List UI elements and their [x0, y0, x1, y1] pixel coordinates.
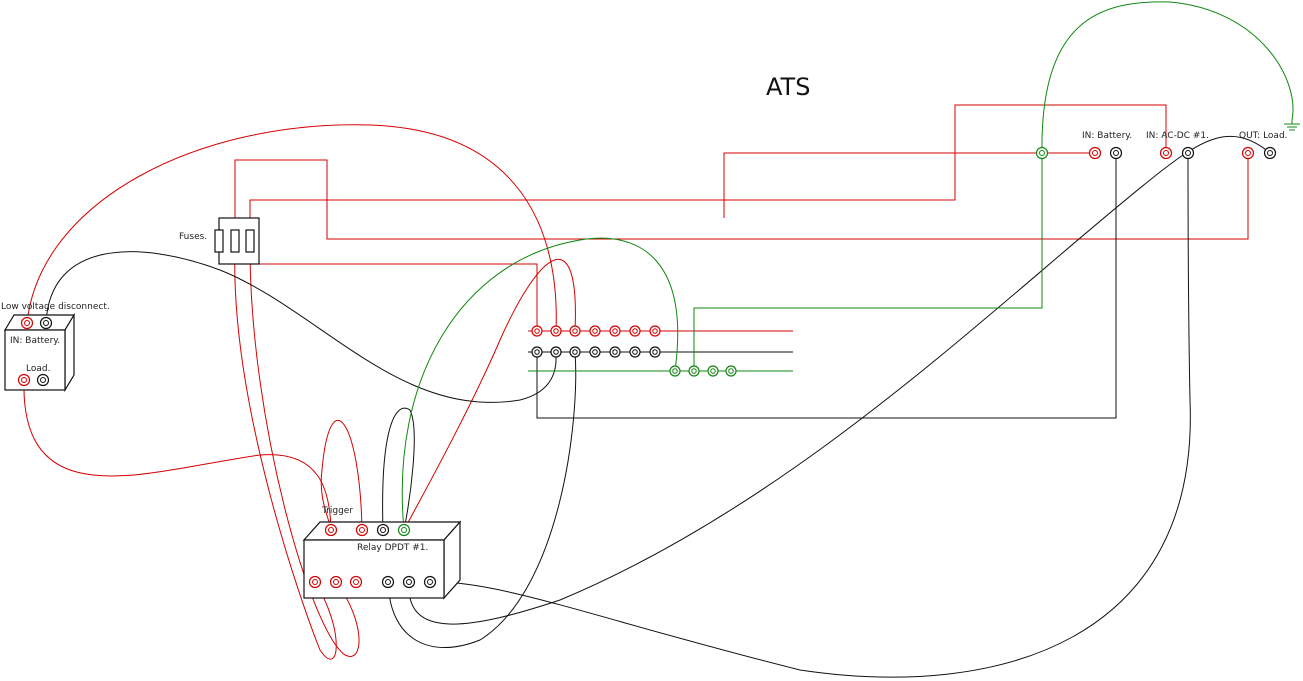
terminal-bus-black-7	[649, 346, 661, 358]
terminal-relay-bottom-6	[423, 575, 437, 589]
terminal-lvd-load-neg	[36, 373, 50, 387]
terminal-bus-red-2	[550, 325, 562, 337]
fuse-1	[214, 229, 224, 253]
terminal-bus-black-5	[609, 346, 621, 358]
label-relay: Relay DPDT #1.	[357, 543, 428, 553]
terminal-ats-load-pos	[1241, 146, 1255, 160]
terminal-bus-red-6	[629, 325, 641, 337]
terminal-bus-red-4	[589, 325, 601, 337]
label-ats-in-battery: IN: Battery.	[1082, 131, 1132, 141]
terminal-relay-top-neg	[376, 523, 390, 537]
wire-fuse2-down	[234, 247, 337, 660]
terminal-relay-trigger-2	[355, 523, 369, 537]
terminal-relay-bottom-1	[308, 575, 322, 589]
fuse-block	[214, 217, 260, 265]
wire-relay-neg-loop	[382, 407, 415, 531]
fuse-2	[230, 229, 240, 253]
ground-icon	[1284, 120, 1300, 131]
terminal-bus-red-1	[531, 325, 543, 337]
terminal-ats-battery-neg	[1109, 146, 1123, 160]
wire-relay-to-acdc	[408, 136, 1271, 625]
wire-lvd-neg	[45, 251, 557, 403]
wire-fuse1	[218, 232, 538, 331]
terminal-bus-ground-3	[707, 365, 719, 377]
terminal-bus-red-3	[569, 325, 581, 337]
wire-relay-bottom-neg	[387, 351, 577, 648]
terminal-relay-trigger-1	[324, 523, 338, 537]
terminal-bus-black-1	[531, 346, 543, 358]
terminal-bus-black-4	[589, 346, 601, 358]
label-trigger: Trigger	[321, 506, 353, 516]
wires-red	[23, 104, 1249, 660]
wires-green	[401, 1, 1294, 531]
terminal-ats-acdc-pos	[1159, 146, 1173, 160]
terminal-lvd-load-pos	[17, 373, 31, 387]
wire-fuse3-down	[249, 247, 360, 657]
label-low-voltage-disconnect: Low voltage disconnect.	[1, 302, 110, 312]
terminal-bus-black-2	[550, 346, 562, 358]
wire-ground-relay	[401, 237, 679, 531]
wire-relay-to-acdc-neg	[429, 152, 1191, 678]
wire-bus-to-relay	[403, 259, 576, 531]
terminal-bus-red-5	[609, 325, 621, 337]
wire-lvd-load-to-relay	[23, 379, 332, 531]
terminal-bus-black-3	[569, 346, 581, 358]
wire-bus-to-ats-neg	[536, 153, 1117, 419]
terminal-relay-top-ground	[397, 523, 411, 537]
terminal-ats-load-neg	[1263, 146, 1277, 160]
terminal-relay-bottom-2	[329, 575, 343, 589]
terminal-relay-bottom-3	[349, 575, 363, 589]
terminals	[17, 146, 1277, 589]
wire-ats-battery	[723, 152, 1095, 218]
fuse-3	[245, 229, 255, 253]
terminal-relay-bottom-4	[381, 575, 395, 589]
label-lvd-load: Load.	[26, 364, 50, 374]
lvd-box	[3, 312, 76, 393]
wire-trigger-loop	[320, 419, 363, 531]
label-fuses: Fuses.	[179, 232, 207, 242]
wire-ground-main	[1041, 1, 1294, 154]
wire-ground-to-bus	[693, 153, 1043, 371]
terminal-lvd-battery-pos	[20, 316, 34, 330]
terminal-bus-ground-2	[688, 365, 700, 377]
wire-fuse3	[249, 104, 1167, 232]
terminal-ats-acdc-neg	[1181, 146, 1195, 160]
terminal-relay-bottom-5	[402, 575, 416, 589]
terminal-bus-black-6	[629, 346, 641, 358]
diagram-title: ATS	[766, 73, 810, 101]
terminal-bus-ground-1	[669, 365, 681, 377]
terminal-bus-ground-4	[725, 365, 737, 377]
label-lvd-in-battery: IN: Battery.	[10, 336, 60, 346]
label-ats-in-acdc: IN: AC-DC #1.	[1146, 131, 1209, 141]
label-ats-out-load: OUT: Load.	[1239, 131, 1288, 141]
terminal-ats-ground	[1035, 146, 1049, 160]
terminal-ats-battery-pos	[1088, 146, 1102, 160]
wire-fuse2	[234, 153, 1249, 240]
terminal-bus-red-7	[649, 325, 661, 337]
terminal-lvd-battery-neg	[39, 316, 53, 330]
wire-lvd-to-bus	[26, 124, 557, 332]
